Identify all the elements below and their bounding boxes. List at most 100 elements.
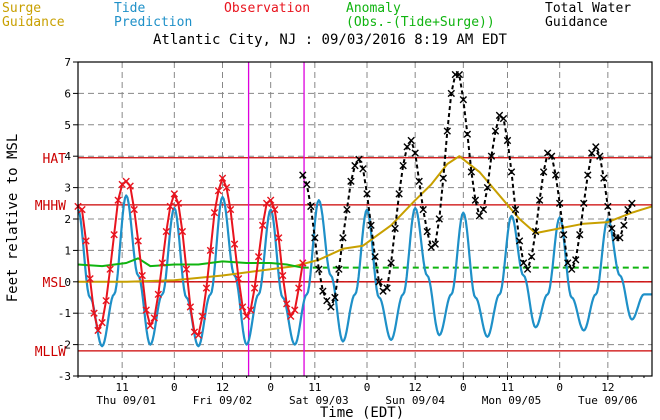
observation-point [246, 306, 255, 314]
x-tick-label: 11 [308, 381, 321, 394]
observation-point [230, 240, 239, 248]
datum-label: MHHW [35, 199, 66, 214]
x-mark-stroke [439, 174, 447, 182]
observation-point [291, 306, 299, 314]
total-water-point [487, 152, 496, 160]
x-tick-label: 0 [267, 381, 274, 394]
legend-anomaly: Anomaly (Obs.-(Tide+Surge)) [346, 1, 495, 30]
total-water-point [515, 237, 524, 245]
x-mark-stroke [206, 246, 215, 255]
observation-point [138, 271, 146, 280]
total-water-point [403, 143, 411, 151]
x-mark-stroke [600, 174, 608, 182]
total-water-point [443, 127, 451, 135]
observation-point [78, 205, 86, 214]
total-water-point [431, 240, 439, 248]
total-water-point [531, 227, 540, 236]
x-day-label: Sun 09/04 [385, 394, 445, 407]
x-mark-stroke [507, 168, 516, 176]
observation-point [90, 309, 98, 317]
x-mark-stroke [86, 274, 94, 283]
observation-point [222, 183, 231, 192]
total-water-point [435, 215, 443, 223]
x-mark-stroke [551, 171, 560, 179]
total-water-point [491, 127, 500, 135]
total-water-point [331, 293, 339, 302]
total-water-point [319, 287, 327, 295]
x-mark-stroke [126, 182, 134, 190]
x-mark-stroke [254, 252, 263, 261]
total-water-point [527, 252, 536, 261]
total-water-point [359, 165, 367, 173]
observation-point [150, 314, 158, 322]
x-mark-stroke [190, 328, 199, 336]
x-mark-stroke [226, 205, 235, 214]
total-water-point [608, 224, 616, 233]
total-water-point [371, 252, 379, 261]
observation-point [98, 318, 106, 327]
total-water-point [580, 199, 588, 207]
x-mark-stroke [531, 227, 540, 236]
x-mark-stroke [555, 199, 564, 207]
observation-point [202, 284, 211, 292]
x-mark-stroke [287, 312, 295, 321]
x-mark-stroke [102, 296, 110, 305]
total-water-point [327, 303, 335, 311]
total-water-point [323, 296, 331, 305]
total-water-point [363, 190, 371, 198]
x-mark-stroke [403, 143, 411, 151]
x-mark-stroke [423, 227, 431, 236]
x-mark-stroke [90, 309, 98, 317]
x-day-label: Thu 09/01 [96, 394, 156, 407]
total-water-point [507, 168, 516, 176]
observation-point [275, 234, 283, 242]
x-mark-stroke [307, 202, 315, 211]
x-axis-label: Time (EDT) [320, 405, 404, 420]
x-mark-stroke [419, 205, 427, 214]
x-mark-stroke [335, 265, 343, 273]
total-water-point [551, 171, 560, 179]
total-water-point [596, 152, 604, 160]
x-mark-stroke [407, 136, 415, 145]
x-mark-stroke [435, 215, 443, 223]
total-water-point [624, 205, 632, 214]
x-mark-stroke [447, 89, 455, 98]
total-water-point [439, 174, 447, 182]
observation-point [94, 326, 102, 335]
x-mark-stroke [399, 161, 407, 170]
x-mark-stroke [78, 205, 86, 214]
x-mark-stroke [628, 199, 636, 207]
x-mark-stroke [202, 284, 211, 292]
total-water-point [347, 177, 355, 186]
x-mark-stroke [198, 312, 207, 321]
x-mark-stroke [572, 256, 580, 264]
observation-point [242, 312, 251, 321]
y-tick-label: 3 [64, 182, 71, 195]
total-water-point [555, 199, 564, 207]
x-mark-stroke [559, 231, 568, 239]
y-tick-label: -3 [58, 370, 71, 383]
x-mark-stroke [383, 284, 391, 292]
x-tick-label: 0 [460, 381, 467, 394]
x-mark-stroke [210, 209, 219, 217]
x-mark-stroke [327, 303, 335, 311]
y-tick-label: 2 [64, 213, 71, 226]
datum-label: HAT [43, 152, 67, 167]
datum-label: MSL [43, 276, 67, 291]
y-tick-label: 4 [64, 150, 71, 163]
total-water-point [572, 256, 580, 264]
x-mark-stroke [339, 234, 347, 242]
x-mark-stroke [138, 271, 146, 280]
x-mark-stroke [98, 318, 106, 327]
x-mark-stroke [258, 221, 267, 229]
total-water-point [559, 231, 568, 239]
x-tick-label: 0 [556, 381, 563, 394]
x-tick-label: 11 [116, 381, 129, 394]
x-tick-label: 12 [601, 381, 614, 394]
x-mark-stroke [299, 259, 307, 267]
series-layer [74, 62, 653, 376]
x-tick-label: 11 [501, 381, 514, 394]
observation-point [82, 237, 90, 245]
